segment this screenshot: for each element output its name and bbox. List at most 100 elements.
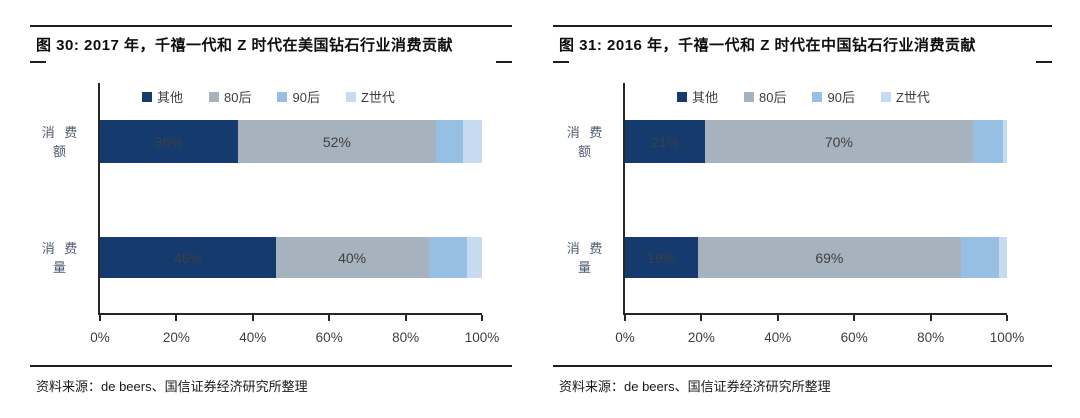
legend-label: 80后 — [759, 90, 787, 105]
x-axis-tick-label: 100% — [464, 330, 500, 345]
category-label-line: 量 — [577, 260, 594, 275]
x-axis-tick-label: 60% — [315, 330, 343, 345]
bar-segment — [428, 237, 467, 278]
divider-line — [30, 365, 512, 367]
x-axis-tick-label: 40% — [239, 330, 267, 345]
data-label: 69% — [815, 249, 844, 266]
bar-segment: 36% — [100, 120, 238, 163]
bar-segment: 21% — [625, 120, 706, 163]
x-axis-tick — [251, 315, 254, 321]
legend-color-swatch — [277, 91, 288, 102]
figure-panel-china: 图 31: 2016 年，千禧一代和 Z 时代在中国钻石行业消费贡献 其他 80… — [553, 25, 1052, 397]
data-label: 70% — [824, 133, 853, 150]
bar-segment: 52% — [237, 120, 437, 163]
bar-segment — [999, 237, 1007, 278]
bar-segment: 19% — [625, 237, 698, 278]
bar-segment: 70% — [705, 120, 973, 163]
legend-color-swatch — [812, 91, 823, 102]
x-axis-tick — [99, 315, 101, 321]
legend-item: 90后 — [812, 87, 855, 106]
legend-color-swatch — [209, 91, 220, 102]
x-axis-tick — [929, 315, 932, 321]
title-underline — [553, 61, 1052, 63]
data-label: 46% — [173, 249, 202, 266]
figure-panel-us: 图 30: 2017 年，千禧一代和 Z 时代在美国钻石行业消费贡献 其他 80… — [30, 25, 512, 397]
legend-color-swatch — [744, 91, 755, 102]
category-label-line: 额 — [577, 144, 594, 159]
x-axis-tick-label: 20% — [162, 330, 190, 345]
x-axis-tick — [624, 315, 626, 321]
category-label: 消 费 额 — [32, 123, 90, 161]
legend-item: 其他 — [142, 87, 183, 106]
x-axis-tick — [1006, 315, 1008, 321]
data-label: 19% — [647, 249, 676, 266]
legend-label: 80后 — [224, 90, 252, 105]
x-axis-tick-label: 60% — [840, 330, 868, 345]
legend: 其他 80后 90后 Z世代 — [677, 87, 930, 106]
divider-line — [553, 365, 1052, 367]
figure-title: 图 30: 2017 年，千禧一代和 Z 时代在美国钻石行业消费贡献 — [36, 37, 454, 54]
title-underline-dash-left — [30, 61, 46, 63]
bar-segment — [466, 237, 482, 278]
category-label-line: 消 费 — [41, 125, 81, 140]
plot-area: 消 费 额 消 费 量 21% 70% 19% 69% — [567, 83, 1024, 345]
x-axis-tick — [481, 315, 483, 321]
x-axis-tick-label: 20% — [687, 330, 715, 345]
legend-item: 其他 — [677, 87, 718, 106]
bar-segment — [1003, 120, 1007, 163]
bar-segment — [972, 120, 1004, 163]
legend-label: 90后 — [827, 90, 855, 105]
category-label: 消 费 量 — [557, 239, 615, 277]
legend: 其他 80后 90后 Z世代 — [142, 87, 395, 106]
stacked-bar-row: 19% 69% — [625, 237, 1007, 278]
stacked-bar-row: 36% 52% — [100, 120, 482, 163]
bar-segment — [462, 120, 482, 163]
x-axis-tick-label: 0% — [90, 330, 110, 345]
x-axis-tick — [404, 315, 407, 321]
category-label-line: 量 — [52, 260, 69, 275]
source-note: 资料来源：de beers、国信证券经济研究所整理 — [559, 379, 831, 394]
legend-item: 90后 — [277, 87, 320, 106]
x-axis-tick-label: 0% — [615, 330, 635, 345]
data-label: 52% — [322, 133, 351, 150]
x-axis-tick-label: 80% — [392, 330, 420, 345]
data-label: 40% — [338, 249, 367, 266]
stacked-bar-row: 46% 40% — [100, 237, 482, 278]
legend-item: 80后 — [209, 87, 251, 106]
legend-label: Z世代 — [360, 90, 395, 105]
legend-color-swatch — [677, 91, 687, 102]
legend-item: 80后 — [744, 87, 786, 106]
category-label: 消 费 量 — [32, 239, 90, 277]
bar-segment — [961, 237, 1000, 278]
divider-line — [30, 25, 512, 27]
x-axis-tick — [776, 315, 779, 321]
bar-segment: 46% — [100, 237, 276, 278]
data-label: 36% — [154, 133, 183, 150]
category-label: 消 费 额 — [557, 123, 615, 161]
plot-area: 消 费 额 消 费 量 36% 52% 46% 40% — [42, 83, 499, 345]
category-label-line: 消 费 — [566, 241, 606, 256]
divider-line — [553, 25, 1052, 27]
legend-label: 其他 — [692, 90, 719, 105]
x-axis-tick-label: 40% — [764, 330, 792, 345]
legend-item: Z世代 — [345, 87, 395, 106]
legend-item: Z世代 — [880, 87, 930, 106]
legend-color-swatch — [880, 91, 891, 102]
x-axis-tick — [328, 315, 331, 321]
title-underline — [30, 61, 512, 63]
bar-segment: 69% — [697, 237, 962, 278]
x-axis-tick — [700, 315, 703, 321]
bar-segment — [436, 120, 463, 163]
x-axis-tick — [175, 315, 178, 321]
stacked-bar-row: 21% 70% — [625, 120, 1007, 163]
figure-title: 图 31: 2016 年，千禧一代和 Z 时代在中国钻石行业消费贡献 — [559, 37, 977, 54]
category-label-line: 消 费 — [566, 125, 606, 140]
title-underline-dash-right — [1036, 61, 1052, 63]
title-underline-dash-right — [496, 61, 512, 63]
legend-color-swatch — [345, 91, 356, 102]
legend-color-swatch — [142, 91, 152, 102]
bar-segment: 40% — [275, 237, 429, 278]
x-axis-tick-label: 100% — [989, 330, 1025, 345]
source-note: 资料来源：de beers、国信证券经济研究所整理 — [36, 379, 308, 394]
legend-label: Z世代 — [895, 90, 930, 105]
